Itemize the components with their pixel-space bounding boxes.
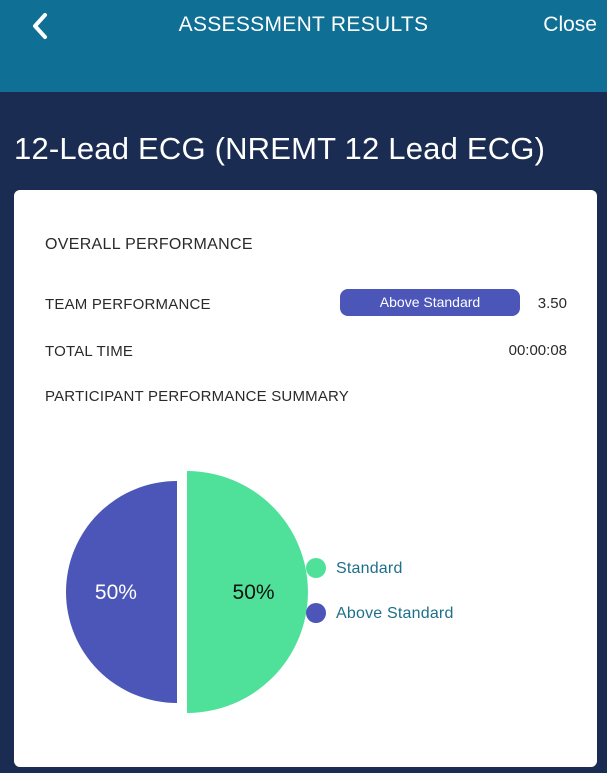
team-performance-score: 3.50 [537, 295, 567, 312]
team-performance-badge: Above Standard [340, 289, 520, 316]
top-app-bar: ASSESSMENT RESULTS Close [0, 0, 607, 92]
pie-slice-above-standard[interactable] [66, 481, 177, 703]
results-card: OVERALL PERFORMANCE TEAM PERFORMANCE Abo… [14, 190, 597, 767]
chevron-left-icon [33, 13, 47, 39]
pie-label-above-standard: 50% [95, 581, 137, 604]
page-title: 12-Lead ECG (NREMT 12 Lead ECG) [14, 131, 546, 166]
header-title: ASSESSMENT RESULTS [178, 13, 429, 36]
legend-dot-standard [306, 558, 326, 578]
close-button[interactable]: Close [543, 13, 597, 36]
pie-label-standard: 50% [233, 581, 275, 604]
back-button[interactable] [26, 10, 56, 42]
legend-label-standard: Standard [336, 560, 403, 577]
overall-performance-heading: OVERALL PERFORMANCE [45, 236, 253, 253]
total-time-value: 00:00:08 [508, 342, 567, 359]
legend-dot-above-standard [306, 603, 326, 623]
participant-summary-heading: PARTICIPANT PERFORMANCE SUMMARY [45, 388, 350, 405]
legend-label-above-standard: Above Standard [336, 605, 454, 622]
team-performance-label: TEAM PERFORMANCE [45, 296, 211, 313]
total-time-label: TOTAL TIME [45, 343, 134, 360]
performance-pie-chart: 50% 50% [66, 471, 308, 713]
pie-slice-standard[interactable] [187, 471, 308, 713]
